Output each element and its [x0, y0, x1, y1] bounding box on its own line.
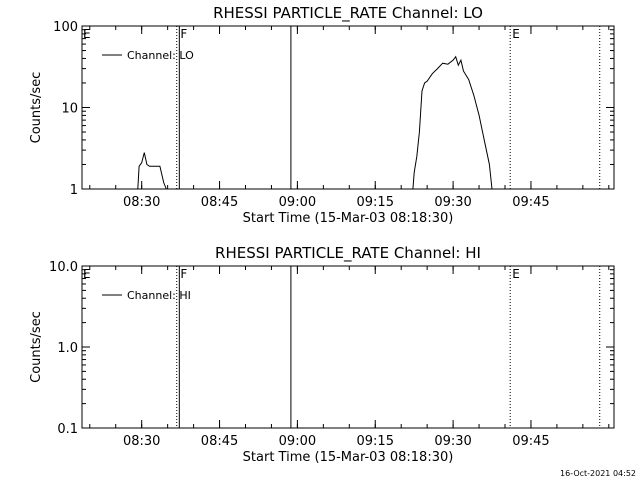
chart-title: RHESSI PARTICLE_RATE Channel: HI [215, 244, 481, 263]
legend-entry: Channel: HI [127, 289, 191, 302]
x-tick-label: 09:15 [357, 195, 394, 210]
flag-label: E [512, 267, 520, 281]
x-tick-label: 09:45 [512, 195, 549, 210]
y-tick-label: 10 [61, 102, 78, 117]
y-tick-label: 100 [53, 20, 78, 35]
x-axis-label: Start Time (15-Mar-03 08:18:30) [243, 211, 454, 226]
flag-label: F [180, 27, 187, 41]
x-tick-label: 08:45 [201, 195, 238, 210]
x-tick-label: 09:30 [434, 195, 471, 210]
y-axis-label: Counts/sec [29, 72, 44, 144]
x-tick-label: 08:30 [123, 195, 160, 210]
chart-title: RHESSI PARTICLE_RATE Channel: LO [213, 4, 483, 23]
x-tick-label: 09:00 [279, 195, 316, 210]
y-axis-label: Counts/sec [29, 311, 44, 383]
data-series-line [137, 55, 493, 190]
y-tick-label: 1.0 [57, 341, 78, 356]
x-axis-label: Start Time (15-Mar-03 08:18:30) [243, 450, 454, 465]
y-tick-label: 10.0 [49, 260, 78, 275]
footer-timestamp: 16-Oct-2021 04:52 [560, 469, 636, 478]
legend-entry: Channel: LO [127, 49, 194, 62]
y-tick-label: 0.1 [57, 422, 78, 437]
x-tick-label: 09:30 [434, 434, 471, 449]
y-tick-label: 1 [70, 183, 78, 198]
x-tick-label: 08:45 [201, 434, 238, 449]
flag-label: E [512, 27, 520, 41]
x-tick-label: 09:45 [512, 434, 549, 449]
x-tick-label: 08:30 [123, 434, 160, 449]
x-tick-label: 09:15 [357, 434, 394, 449]
flag-label: E [83, 27, 91, 41]
flag-label: F [180, 267, 187, 281]
flag-label: E [83, 267, 91, 281]
x-tick-label: 09:00 [279, 434, 316, 449]
